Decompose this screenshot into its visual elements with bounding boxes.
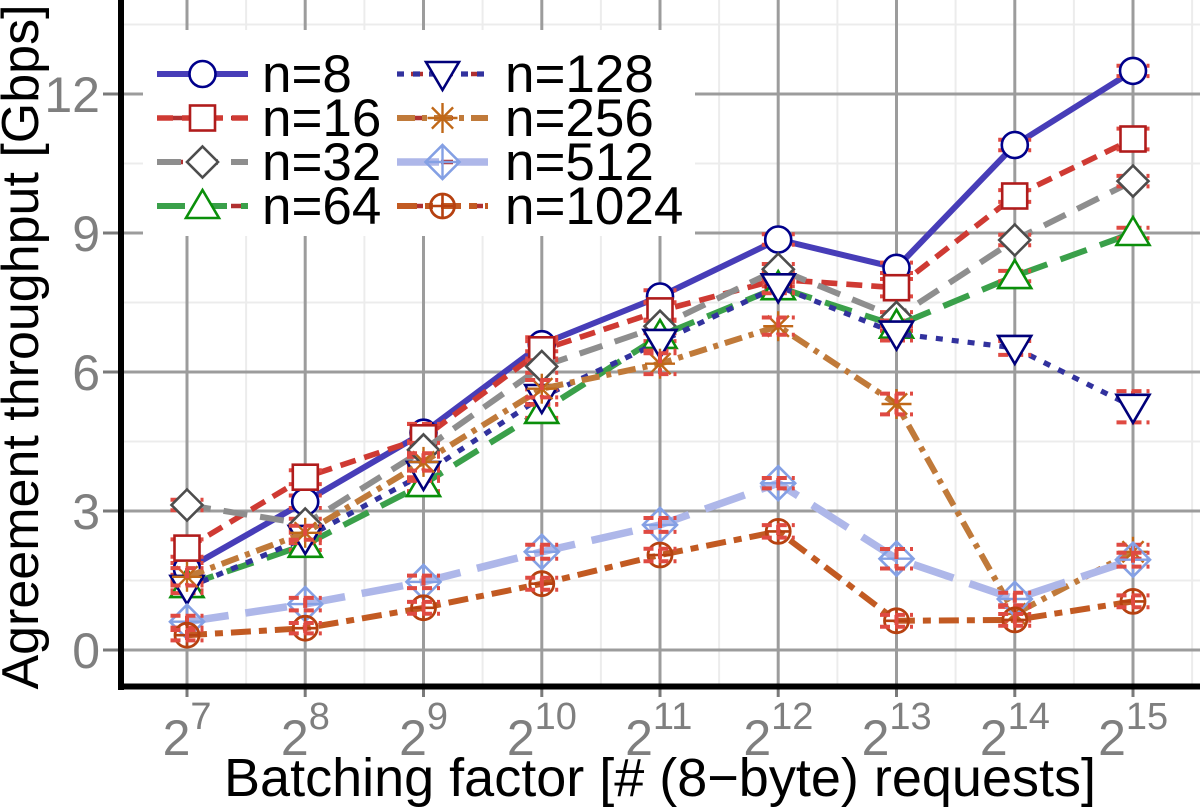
svg-text:10: 10 xyxy=(535,696,577,738)
svg-text:n=512: n=512 xyxy=(505,133,654,192)
svg-text:n=1024: n=1024 xyxy=(505,177,683,236)
svg-text:12: 12 xyxy=(771,696,813,738)
svg-text:2: 2 xyxy=(399,710,427,766)
svg-text:2: 2 xyxy=(625,710,653,766)
svg-text:Agreement throughput [Gbps]: Agreement throughput [Gbps] xyxy=(0,4,50,689)
svg-text:n=8: n=8 xyxy=(262,45,352,104)
svg-text:n=16: n=16 xyxy=(262,89,381,148)
svg-text:7: 7 xyxy=(190,696,211,738)
svg-text:n=64: n=64 xyxy=(262,177,381,236)
svg-text:2: 2 xyxy=(507,710,535,766)
svg-text:n=128: n=128 xyxy=(505,45,654,104)
svg-text:9: 9 xyxy=(427,696,448,738)
svg-text:2: 2 xyxy=(980,710,1008,766)
svg-text:0: 0 xyxy=(72,623,100,679)
svg-text:n=256: n=256 xyxy=(505,89,654,148)
svg-text:2: 2 xyxy=(1098,710,1126,766)
svg-text:2: 2 xyxy=(163,710,191,766)
svg-text:Batching factor [# (8−byte) re: Batching factor [# (8−byte) requests] xyxy=(224,748,1096,808)
svg-text:15: 15 xyxy=(1126,696,1168,738)
svg-text:n=32: n=32 xyxy=(262,133,381,192)
svg-text:9: 9 xyxy=(72,206,100,262)
svg-text:2: 2 xyxy=(281,710,309,766)
svg-text:3: 3 xyxy=(72,484,100,540)
svg-text:14: 14 xyxy=(1008,696,1050,738)
svg-text:13: 13 xyxy=(889,696,931,738)
svg-text:11: 11 xyxy=(653,696,692,738)
svg-text:8: 8 xyxy=(309,696,330,738)
svg-text:2: 2 xyxy=(862,710,890,766)
svg-text:2: 2 xyxy=(743,710,771,766)
svg-text:12: 12 xyxy=(44,67,100,123)
svg-text:6: 6 xyxy=(72,345,100,401)
